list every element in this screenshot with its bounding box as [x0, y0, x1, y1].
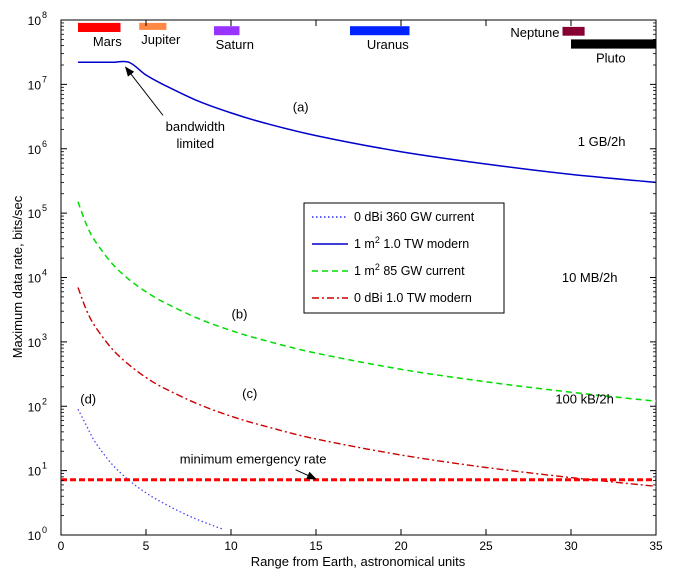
- legend-entry: 0 dBi 360 GW current: [354, 210, 475, 224]
- bandwidth-label-line2: limited: [177, 136, 215, 151]
- x-tick-label: 25: [479, 539, 493, 553]
- y-tick-label: 10: [28, 14, 42, 28]
- x-tick-label: 0: [58, 539, 65, 553]
- planet-bar-jupiter: [139, 22, 167, 30]
- series-line-b: [77, 201, 657, 402]
- rate-annotation: 100 kB/2h: [555, 392, 614, 407]
- planet-bar-mars: [78, 22, 121, 32]
- planet-label-uranus: Uranus: [367, 37, 409, 52]
- planet-bar-saturn: [214, 26, 240, 36]
- legend-box: [303, 202, 505, 314]
- planet-label-saturn: Saturn: [216, 37, 254, 52]
- rate-annotation: 10 MB/2h: [562, 270, 618, 285]
- planet-bar-uranus: [350, 26, 410, 36]
- y-tick-label: 10: [28, 78, 42, 92]
- y-tick-exponent: 5: [42, 203, 47, 213]
- annotations: (a) (b) (c) (d) 1 GB/2h 10 MB/2h 100 kB/2h band…: [80, 66, 626, 480]
- planet-markers: Mars Jupiter Saturn Uranus Neptune Pluto: [78, 22, 656, 66]
- series-annotation: (d): [80, 392, 96, 407]
- x-tick-label: 15: [309, 539, 323, 553]
- bandwidth-label-line1: bandwidth: [166, 119, 225, 134]
- y-tick-exponent: 7: [42, 74, 47, 84]
- series-annotation: (b): [232, 307, 248, 322]
- series-line-d: [77, 408, 223, 530]
- y-tick-exponent: 6: [42, 139, 47, 149]
- y-tick-exponent: 3: [42, 332, 47, 342]
- x-tick-label: 35: [649, 539, 663, 553]
- planet-label-pluto: Pluto: [596, 51, 626, 66]
- rate-annotation: 1 GB/2h: [578, 134, 626, 149]
- x-axis-label: Range from Earth, astronomical units: [251, 554, 466, 569]
- y-tick-label: 10: [28, 143, 42, 157]
- y-tick-exponent: 1: [42, 461, 47, 471]
- planet-bar-neptune: [562, 26, 585, 36]
- y-tick-label: 10: [28, 336, 42, 350]
- series-annotation: (a): [293, 99, 309, 114]
- x-tick-label: 20: [394, 539, 408, 553]
- planet-label-neptune: Neptune: [510, 25, 559, 40]
- y-tick-label: 10: [28, 529, 42, 543]
- y-tick-label: 10: [28, 400, 42, 414]
- legend-entry: 1 m2 85 GW current: [354, 262, 465, 278]
- bandwidth-arrow: [124, 66, 164, 116]
- x-tick-label: 10: [224, 539, 238, 553]
- y-tick-exponent: 8: [42, 10, 47, 20]
- planet-bar-pluto: [571, 39, 656, 49]
- x-tick-label: 30: [564, 539, 578, 553]
- legend: 0 dBi 360 GW current 1 m2 1.0 TW modern 1 …: [303, 202, 505, 314]
- y-axis-label: Maximum data rate, bits/sec: [10, 195, 25, 358]
- emergency-rate-label: minimum emergency rate: [180, 451, 327, 466]
- legend-entry: 0 dBi 1.0 TW modern: [354, 291, 472, 305]
- x-tick-label: 5: [143, 539, 150, 553]
- series-line-a: [78, 60, 657, 184]
- emergency-rate-arrow: [295, 469, 317, 480]
- planet-label-jupiter: Jupiter: [141, 32, 181, 47]
- series-line-c: [77, 287, 657, 487]
- y-tick-label: 10: [28, 465, 42, 479]
- legend-entry: 1 m2 1.0 TW modern: [354, 235, 469, 251]
- y-tick-exponent: 2: [42, 396, 47, 406]
- y-tick-exponent: 0: [42, 525, 47, 535]
- y-tick-label: 10: [28, 207, 42, 221]
- series-annotation: (c): [242, 386, 257, 401]
- y-tick-exponent: 4: [42, 268, 47, 278]
- series-lines: [61, 60, 657, 530]
- planet-label-mars: Mars: [93, 34, 122, 49]
- y-tick-label: 10: [28, 272, 42, 286]
